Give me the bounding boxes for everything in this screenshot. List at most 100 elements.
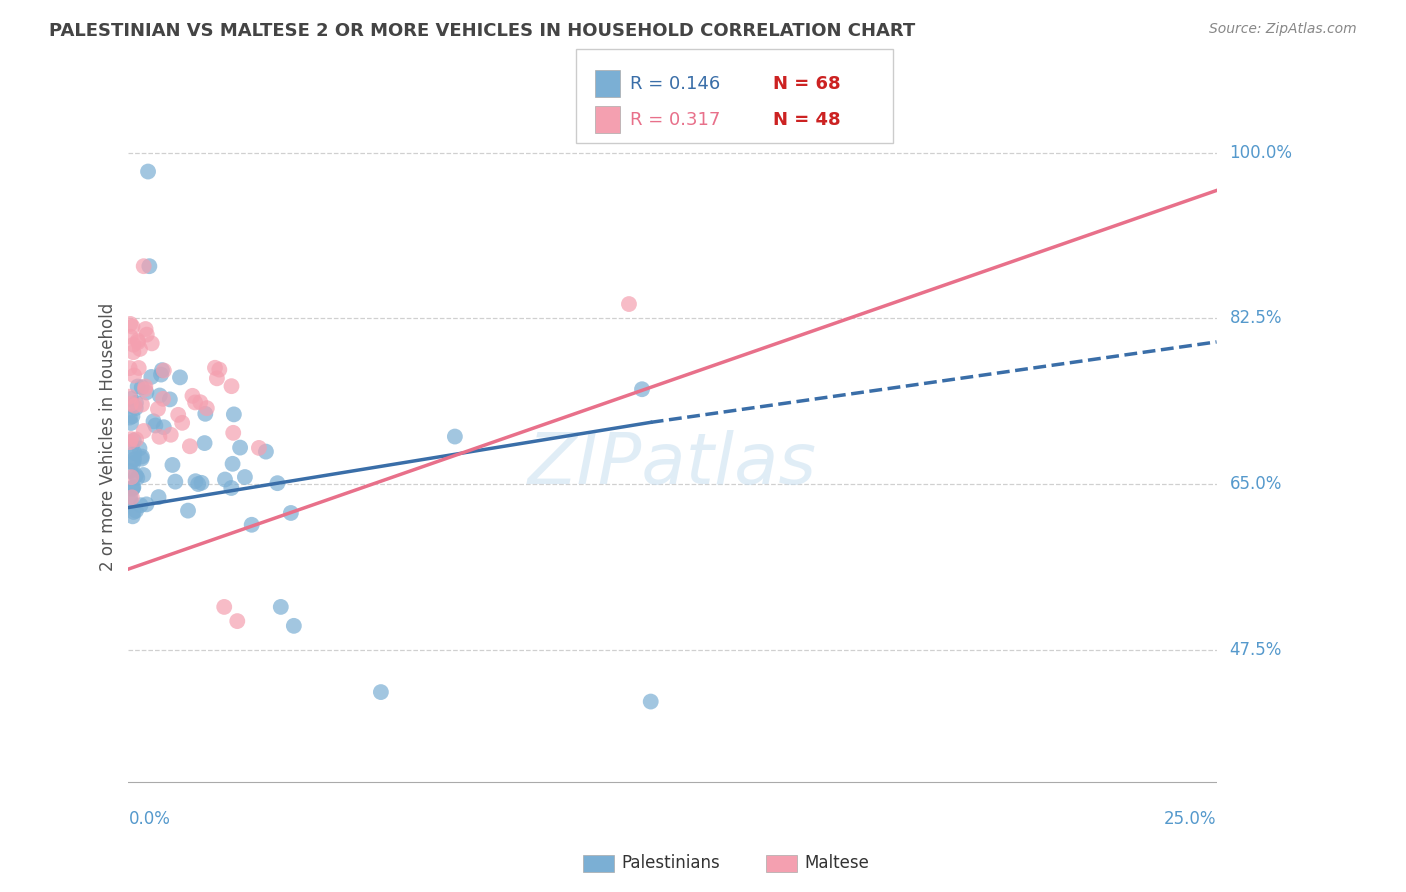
Point bbox=[120, 490, 142, 504]
Point bbox=[120, 432, 142, 446]
Point bbox=[136, 164, 159, 178]
Text: Maltese: Maltese bbox=[804, 855, 869, 872]
Point bbox=[204, 360, 226, 375]
Point bbox=[370, 685, 392, 699]
Point bbox=[122, 481, 145, 495]
Point bbox=[122, 505, 145, 519]
Point bbox=[122, 480, 145, 494]
Point bbox=[121, 319, 143, 334]
Point bbox=[222, 408, 245, 422]
Text: 100.0%: 100.0% bbox=[1230, 144, 1292, 161]
Text: ZIPatlas: ZIPatlas bbox=[529, 431, 817, 500]
Point bbox=[194, 407, 217, 421]
Point bbox=[150, 363, 173, 377]
Point bbox=[631, 382, 654, 396]
Point bbox=[640, 694, 662, 708]
Point bbox=[226, 614, 249, 628]
Point bbox=[131, 450, 153, 464]
Point bbox=[270, 599, 292, 614]
Point bbox=[122, 345, 145, 359]
Point bbox=[179, 439, 201, 453]
Point bbox=[165, 475, 187, 489]
Point bbox=[127, 379, 149, 393]
Point bbox=[148, 490, 170, 504]
Point bbox=[118, 410, 141, 425]
Point bbox=[118, 390, 141, 404]
Point bbox=[181, 389, 204, 403]
Point bbox=[120, 317, 142, 331]
Point bbox=[121, 482, 143, 496]
Point bbox=[177, 503, 200, 517]
Point bbox=[188, 395, 211, 409]
Point bbox=[150, 368, 173, 382]
Text: R = 0.317: R = 0.317 bbox=[630, 111, 720, 128]
Point bbox=[254, 444, 277, 458]
Point bbox=[118, 361, 141, 376]
Point bbox=[283, 619, 305, 633]
Point bbox=[120, 464, 142, 478]
Point bbox=[125, 504, 148, 518]
Point bbox=[233, 470, 256, 484]
Point bbox=[159, 392, 181, 407]
Point bbox=[149, 388, 172, 402]
Point bbox=[124, 399, 146, 413]
Point bbox=[135, 497, 157, 511]
Point bbox=[617, 297, 640, 311]
Point bbox=[247, 441, 270, 455]
Point bbox=[127, 334, 149, 348]
Text: 0.0%: 0.0% bbox=[128, 811, 170, 829]
Point bbox=[142, 414, 165, 428]
Point bbox=[148, 430, 170, 444]
Point bbox=[122, 452, 145, 467]
Point bbox=[153, 420, 176, 434]
Point bbox=[135, 385, 157, 400]
Point bbox=[134, 382, 156, 396]
Point bbox=[138, 259, 160, 273]
Point bbox=[125, 468, 148, 483]
Point bbox=[125, 433, 148, 447]
Point bbox=[132, 424, 155, 438]
Point bbox=[120, 495, 142, 509]
Point bbox=[184, 474, 207, 488]
Point bbox=[120, 392, 142, 406]
Point bbox=[128, 442, 150, 456]
Point bbox=[167, 408, 190, 422]
Point bbox=[195, 401, 218, 416]
Point bbox=[162, 458, 184, 472]
Point bbox=[135, 322, 157, 336]
Point bbox=[129, 498, 152, 512]
Point bbox=[169, 370, 191, 384]
Point bbox=[205, 371, 228, 385]
Point bbox=[122, 434, 145, 448]
Point bbox=[146, 401, 169, 416]
Text: N = 68: N = 68 bbox=[773, 75, 841, 93]
Point bbox=[212, 599, 235, 614]
Point bbox=[131, 398, 153, 412]
Point bbox=[190, 475, 212, 490]
Point bbox=[141, 336, 163, 351]
Text: 47.5%: 47.5% bbox=[1230, 640, 1282, 658]
Point bbox=[184, 395, 207, 409]
Point bbox=[122, 368, 145, 383]
Point bbox=[141, 370, 163, 384]
Point bbox=[121, 491, 143, 505]
Point bbox=[194, 436, 217, 450]
Text: Source: ZipAtlas.com: Source: ZipAtlas.com bbox=[1209, 22, 1357, 37]
Text: 25.0%: 25.0% bbox=[1164, 811, 1216, 829]
Point bbox=[187, 477, 209, 491]
Point bbox=[127, 335, 149, 350]
Point bbox=[229, 441, 252, 455]
Point bbox=[208, 362, 231, 376]
Point bbox=[159, 427, 181, 442]
Point bbox=[128, 361, 150, 376]
Point bbox=[131, 451, 153, 466]
Point bbox=[120, 330, 142, 344]
Text: N = 48: N = 48 bbox=[773, 111, 841, 128]
Point bbox=[121, 409, 143, 424]
Point bbox=[121, 509, 143, 524]
Point bbox=[221, 379, 243, 393]
Text: R = 0.146: R = 0.146 bbox=[630, 75, 720, 93]
Point bbox=[145, 418, 167, 433]
Point bbox=[240, 517, 263, 532]
Point bbox=[221, 457, 243, 471]
